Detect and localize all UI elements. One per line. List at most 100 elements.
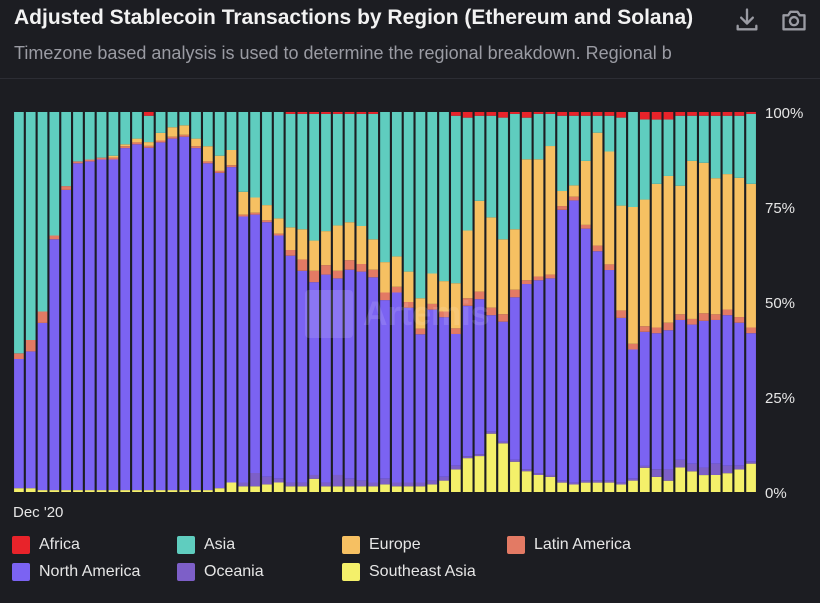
bar-segment-oceania[interactable] (628, 478, 638, 481)
bar-segment-latin-america[interactable] (639, 326, 650, 332)
bar-segment-europe[interactable] (734, 177, 745, 318)
bar-segment-europe[interactable] (427, 273, 438, 304)
bar-segment-oceania[interactable] (663, 469, 674, 481)
bar-segment-oceania[interactable] (545, 474, 556, 477)
bar-segment-latin-america[interactable] (391, 286, 402, 293)
bar-segment-europe[interactable] (356, 226, 367, 264)
bar-segment-europe[interactable] (332, 225, 343, 271)
bar-segment-southeast-asia[interactable] (332, 486, 343, 492)
bar-segment-asia[interactable] (734, 115, 745, 178)
bar-segment-southeast-asia[interactable] (155, 490, 166, 492)
bar-segment-southeast-asia[interactable] (569, 484, 579, 492)
bar-segment-latin-america[interactable] (262, 220, 272, 223)
bar-segment-europe[interactable] (651, 183, 662, 328)
bar-segment-latin-america[interactable] (427, 303, 438, 310)
bar-segment-oceania[interactable] (250, 473, 260, 487)
bar-segment-oceania[interactable] (604, 480, 615, 483)
bar-segment-europe[interactable] (285, 227, 296, 251)
bar-segment-africa[interactable] (545, 112, 556, 114)
bar-segment-oceania[interactable] (427, 480, 438, 485)
bar-segment-europe[interactable] (687, 160, 697, 319)
bar-segment-north-america[interactable] (639, 331, 650, 466)
bar-segment-africa[interactable] (510, 112, 520, 114)
bar-segment-latin-america[interactable] (580, 224, 591, 229)
bar-segment-north-america[interactable] (14, 359, 24, 489)
bar-segment-north-america[interactable] (25, 351, 36, 489)
bar-segment-oceania[interactable] (710, 463, 721, 475)
bar-segment-oceania[interactable] (285, 482, 296, 487)
bar-segment-latin-america[interactable] (722, 309, 733, 316)
bar-segment-southeast-asia[interactable] (734, 469, 745, 492)
bar-segment-europe[interactable] (592, 132, 603, 246)
bar-segment-latin-america[interactable] (510, 289, 520, 298)
bar-segment-africa[interactable] (710, 112, 721, 116)
bar-segment-southeast-asia[interactable] (273, 482, 284, 493)
bar-segment-north-america[interactable] (462, 305, 473, 457)
bar-segment-asia[interactable] (628, 112, 638, 207)
bar-segment-asia[interactable] (639, 119, 650, 200)
bar-segment-southeast-asia[interactable] (25, 488, 36, 492)
bar-segment-oceania[interactable] (368, 482, 379, 487)
bar-segment-europe[interactable] (533, 159, 544, 277)
bar-segment-latin-america[interactable] (167, 136, 178, 139)
bar-segment-north-america[interactable] (474, 299, 485, 455)
bar-segment-southeast-asia[interactable] (380, 484, 390, 492)
bar-segment-oceania[interactable] (462, 456, 473, 459)
bar-segment-latin-america[interactable] (84, 159, 95, 162)
bar-segment-asia[interactable] (191, 112, 201, 139)
bar-segment-southeast-asia[interactable] (191, 490, 201, 492)
bar-segment-asia[interactable] (96, 112, 107, 158)
bar-segment-north-america[interactable] (214, 172, 225, 489)
bar-segment-asia[interactable] (203, 112, 213, 147)
bar-segment-latin-america[interactable] (273, 233, 284, 236)
bar-segment-oceania[interactable] (403, 482, 414, 487)
legend-item-southeast-asia[interactable]: Southeast Asia (342, 563, 476, 581)
bar-segment-asia[interactable] (439, 112, 449, 282)
bar-segment-latin-america[interactable] (356, 264, 367, 272)
bar-segment-southeast-asia[interactable] (427, 484, 438, 492)
bar-segment-asia[interactable] (273, 112, 284, 219)
legend-item-asia[interactable]: Asia (177, 536, 235, 554)
bar-segment-southeast-asia[interactable] (486, 433, 497, 492)
bar-segment-north-america[interactable] (545, 278, 556, 475)
bar-segment-southeast-asia[interactable] (415, 486, 426, 492)
bar-segment-latin-america[interactable] (616, 310, 627, 318)
bar-segment-asia[interactable] (37, 112, 48, 312)
bar-segment-africa[interactable] (699, 112, 709, 116)
bar-segment-southeast-asia[interactable] (521, 471, 532, 492)
bar-segment-oceania[interactable] (746, 461, 756, 464)
bar-segment-north-america[interactable] (415, 334, 426, 483)
bar-segment-southeast-asia[interactable] (132, 490, 142, 492)
bar-segment-asia[interactable] (687, 115, 697, 161)
bar-segment-europe[interactable] (250, 197, 260, 213)
bar-segment-asia[interactable] (675, 115, 686, 186)
bar-segment-asia[interactable] (84, 112, 95, 160)
bar-segment-latin-america[interactable] (49, 235, 60, 240)
bar-segment-north-america[interactable] (592, 251, 603, 481)
bar-segment-oceania[interactable] (592, 480, 603, 483)
bar-segment-southeast-asia[interactable] (462, 458, 473, 492)
bar-segment-north-america[interactable] (486, 315, 497, 432)
bar-segment-asia[interactable] (309, 113, 319, 241)
bar-segment-asia[interactable] (321, 113, 331, 232)
bar-segment-asia[interactable] (120, 112, 131, 145)
bar-segment-southeast-asia[interactable] (628, 480, 638, 492)
bar-segment-asia[interactable] (368, 113, 379, 240)
bar-segment-southeast-asia[interactable] (167, 490, 178, 492)
bar-segment-africa[interactable] (309, 112, 319, 114)
bar-segment-latin-america[interactable] (344, 260, 355, 270)
bar-segment-africa[interactable] (663, 112, 674, 120)
bar-segment-north-america[interactable] (73, 163, 83, 491)
bar-segment-europe[interactable] (415, 298, 426, 329)
bar-segment-latin-america[interactable] (687, 318, 697, 325)
bar-segment-europe[interactable] (557, 191, 567, 207)
bar-segment-southeast-asia[interactable] (96, 490, 107, 492)
bar-segment-europe[interactable] (710, 178, 721, 315)
bar-segment-africa[interactable] (285, 112, 296, 114)
bar-segment-southeast-asia[interactable] (285, 486, 296, 492)
bar-segment-latin-america[interactable] (14, 353, 24, 359)
bar-segment-oceania[interactable] (486, 431, 497, 434)
bar-segment-africa[interactable] (521, 112, 532, 118)
bar-segment-north-america[interactable] (663, 330, 674, 470)
bar-segment-latin-america[interactable] (746, 327, 756, 334)
